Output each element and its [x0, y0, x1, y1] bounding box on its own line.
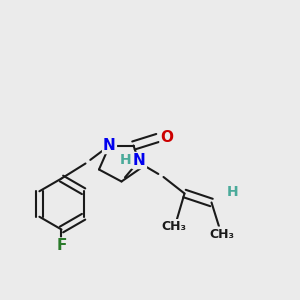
Text: CH₃: CH₃	[209, 227, 235, 241]
Text: CH₃: CH₃	[161, 220, 187, 233]
Text: N: N	[103, 138, 116, 153]
Text: F: F	[56, 238, 67, 253]
Text: O: O	[160, 130, 174, 146]
Text: N: N	[133, 153, 146, 168]
Text: H: H	[227, 185, 238, 199]
Text: H: H	[120, 154, 132, 167]
